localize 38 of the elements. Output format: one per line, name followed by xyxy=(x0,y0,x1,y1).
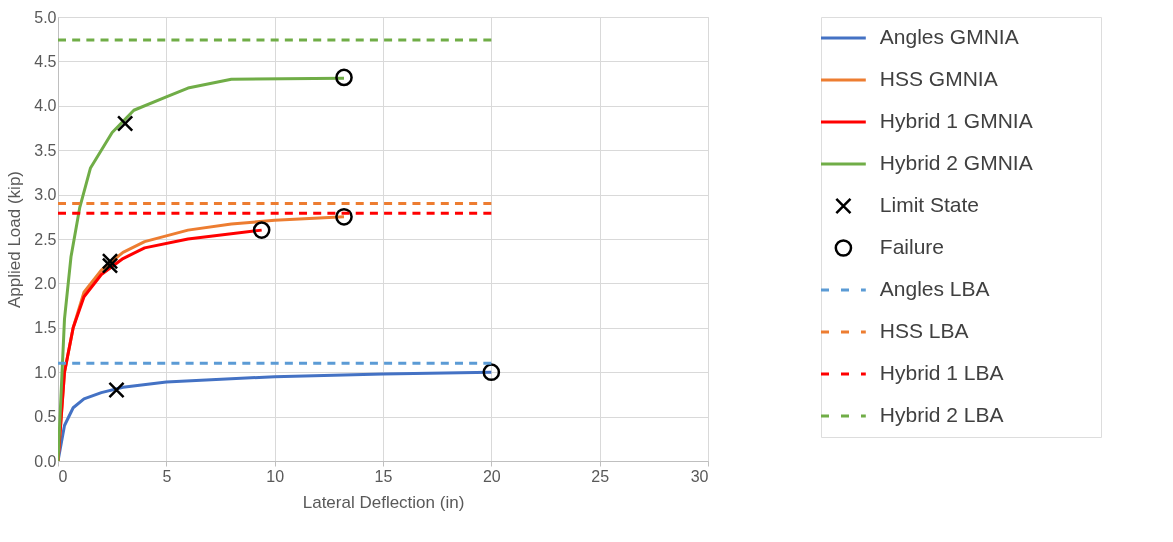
legend-label: Angles LBA xyxy=(879,277,990,300)
legend-label: HSS LBA xyxy=(879,319,969,342)
legend-label: Hybrid 2 LBA xyxy=(879,403,1004,426)
y-axis-title: Applied Load (kip) xyxy=(5,170,25,309)
point xyxy=(108,381,125,399)
x-tick-label: 10 xyxy=(266,467,285,485)
legend-label: HSS GMNIA xyxy=(879,67,998,90)
x-tick-label: 15 xyxy=(374,467,393,485)
legend-label: Hybrid 1 LBA xyxy=(879,361,1004,384)
point xyxy=(252,221,271,239)
legend-label: Hybrid 2 GMNIA xyxy=(879,151,1033,174)
y-tick-label: 1.5 xyxy=(34,319,57,337)
x-tick-label: 25 xyxy=(591,467,610,485)
point xyxy=(482,363,501,382)
y-tick-label: 5.0 xyxy=(34,8,57,26)
point xyxy=(101,252,119,270)
y-tick-label: 2.0 xyxy=(34,274,57,292)
y-tick-label: 4.0 xyxy=(34,97,57,115)
point xyxy=(116,115,134,132)
y-tick-label: 3.5 xyxy=(34,141,57,159)
x-tick-label: 0 xyxy=(58,467,68,485)
y-tick-label: 4.5 xyxy=(34,52,57,70)
y-tick-label: 1.0 xyxy=(34,363,57,381)
y-tick-label: 0.5 xyxy=(34,408,57,426)
y-tick-label: 0.0 xyxy=(34,452,57,470)
line-series xyxy=(58,76,346,461)
legend-label: Failure xyxy=(879,235,944,258)
x-axis-title: Lateral Deflection (in) xyxy=(302,492,465,512)
y-tick-label: 3.0 xyxy=(34,186,57,204)
y-tick-label: 2.5 xyxy=(34,230,57,248)
point xyxy=(335,68,353,87)
x-tick-label: 30 xyxy=(690,467,709,485)
x-tick-label: 20 xyxy=(482,467,501,485)
point xyxy=(335,207,353,226)
x-tick-label: 5 xyxy=(162,467,172,485)
legend-label: Angles GMNIA xyxy=(879,25,1019,48)
legend-label: Limit State xyxy=(879,193,980,216)
legend-label: Hybrid 1 GMNIA xyxy=(879,109,1033,132)
